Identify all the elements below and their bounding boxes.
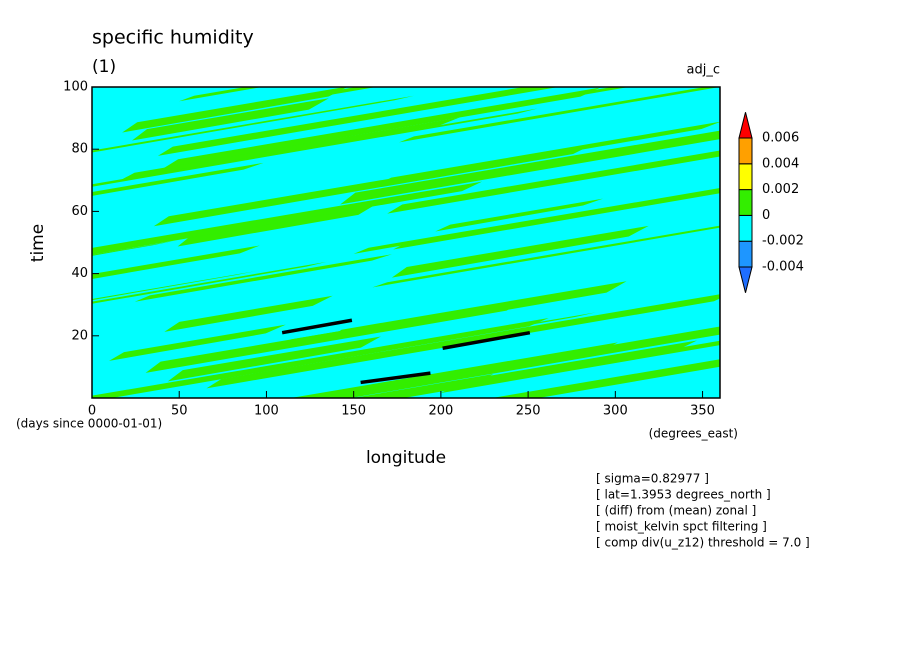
field-band — [109, 324, 286, 361]
field-band — [157, 87, 559, 156]
y-tick-label: 80 — [71, 142, 88, 157]
colorbar-box — [738, 137, 753, 165]
annotation: [ comp div(u_z12) threshold = 7.0 ] — [596, 536, 810, 550]
field-band — [0, 475, 160, 515]
field-band — [179, 87, 263, 102]
field-band — [69, 469, 390, 525]
field-band — [340, 130, 720, 205]
field-band — [92, 261, 327, 304]
colorbar-box — [738, 240, 753, 268]
field-band — [163, 87, 601, 169]
field-band — [153, 144, 594, 227]
field-band — [46, 435, 349, 491]
y-tick-label: 40 — [71, 266, 88, 281]
field-band — [313, 371, 470, 398]
y-axis-label: time — [28, 224, 48, 262]
field-band — [435, 198, 604, 232]
colorbar-label: 0.002 — [762, 182, 799, 197]
field-band — [391, 225, 649, 278]
field-band — [92, 162, 264, 196]
x-tick-label: 200 — [428, 404, 453, 419]
x-units: (degrees_east) — [649, 427, 738, 441]
x-tick-label: 100 — [254, 404, 279, 419]
annotation: [ (diff) from (mean) zonal ] — [596, 504, 756, 518]
colorbar-label: 0.004 — [762, 156, 799, 171]
x-tick-label: 150 — [341, 404, 366, 419]
x-tick-label: 250 — [516, 404, 541, 419]
x-tick-label: 300 — [603, 404, 628, 419]
field-band — [122, 87, 348, 133]
field-band — [92, 108, 538, 187]
field-band — [92, 245, 260, 279]
colorbar-label: 0 — [762, 208, 770, 223]
annotation: [ sigma=0.82977 ] — [596, 472, 709, 486]
field-band — [492, 359, 720, 398]
colorbar-box — [738, 214, 753, 242]
y-units: (days since 0000-01-01) — [16, 417, 162, 431]
y-tick-label: 100 — [63, 80, 88, 95]
line-segment — [360, 371, 431, 385]
field-band — [237, 17, 448, 56]
field-band — [92, 95, 415, 153]
field-band — [92, 317, 549, 398]
field-band — [132, 98, 329, 141]
annotation: [ lat=1.3953 degrees_north ] — [596, 488, 771, 502]
x-tick-label: 0 — [88, 404, 96, 419]
subtitle: (1) — [92, 57, 116, 77]
label-right: adj_c — [687, 63, 720, 78]
field-band — [206, 294, 720, 389]
chart-title: specific humidity — [92, 27, 254, 49]
x-tick-label: 50 — [171, 404, 188, 419]
x-tick-label: 350 — [690, 404, 715, 419]
field-band — [167, 336, 381, 382]
field-band — [92, 181, 483, 255]
colorbar-label: -0.004 — [762, 260, 804, 275]
field-band — [290, 342, 618, 398]
annotation: [ moist_kelvin spct filtering ] — [596, 520, 767, 534]
y-tick-label: 20 — [71, 328, 88, 343]
field-band — [145, 299, 527, 373]
field-band — [92, 271, 257, 301]
line-segment — [281, 318, 353, 335]
field-band — [119, 117, 460, 181]
colorbar-label: 0.006 — [762, 131, 799, 146]
field-band — [387, 150, 720, 214]
field-band — [399, 87, 720, 143]
x-axis-label: longitude — [366, 448, 446, 468]
y-tick-label: 60 — [71, 204, 88, 219]
line-segment — [442, 330, 531, 350]
colorbar-triangle — [738, 112, 753, 139]
field-pattern — [0, 17, 720, 525]
colorbar-label: -0.002 — [762, 234, 804, 249]
field-band — [134, 254, 392, 302]
colorbar-box — [738, 189, 753, 216]
plot-frame — [91, 86, 721, 399]
field-band — [352, 374, 494, 398]
colorbar-box — [738, 163, 753, 191]
field-band — [164, 295, 333, 332]
colorbar-triangle — [738, 266, 753, 293]
field-band — [82, 445, 408, 506]
field-band — [92, 240, 174, 256]
field-band — [353, 188, 720, 254]
field-band — [372, 225, 720, 288]
